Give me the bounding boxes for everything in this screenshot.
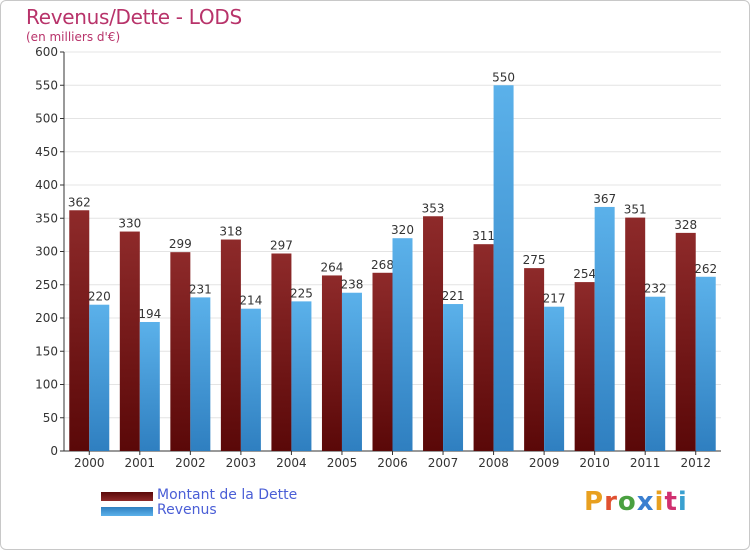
- data-label: 297: [270, 238, 293, 252]
- legend-label-revenue: Revenus: [157, 502, 217, 518]
- x-tick-label: 2010: [579, 456, 610, 470]
- y-tick-label: 250: [35, 278, 58, 292]
- data-label: 225: [290, 286, 313, 300]
- data-label: 254: [573, 267, 596, 281]
- data-label: 217: [543, 292, 566, 306]
- bar-revenue: [443, 304, 464, 451]
- data-label: 231: [189, 282, 212, 296]
- legend-swatch-revenue: [101, 507, 153, 516]
- chart-subtitle: (en milliers d'€): [26, 30, 121, 44]
- bar-debt: [675, 232, 696, 451]
- legend-label-debt: Montant de la Dette: [157, 487, 298, 503]
- x-tick-label: 2011: [630, 456, 661, 470]
- data-label: 275: [523, 253, 546, 267]
- data-label: 262: [694, 262, 717, 276]
- bar-revenue: [594, 206, 615, 451]
- bar-revenue: [139, 321, 160, 451]
- y-tick-label: 350: [35, 211, 58, 225]
- legend-swatch-debt: [101, 492, 153, 501]
- data-label: 264: [321, 260, 344, 274]
- bar-debt: [119, 231, 140, 451]
- bar-revenue: [341, 292, 362, 451]
- bar-debt: [372, 272, 393, 451]
- y-tick-label: 100: [35, 378, 58, 392]
- x-tick-label: 2000: [74, 456, 105, 470]
- y-tick-label: 0: [50, 444, 58, 458]
- bar-revenue: [695, 276, 716, 451]
- x-tick-label: 2002: [175, 456, 206, 470]
- y-tick-label: 450: [35, 145, 58, 159]
- data-label: 351: [624, 203, 647, 217]
- data-label: 268: [371, 258, 394, 272]
- y-tick-label: 400: [35, 178, 58, 192]
- x-tick-label: 2007: [428, 456, 459, 470]
- x-tick-label: 2006: [377, 456, 408, 470]
- proxiti-logo: Proxiti: [584, 487, 688, 517]
- data-label: 220: [88, 290, 111, 304]
- data-label: 311: [472, 229, 495, 243]
- data-label: 214: [239, 294, 262, 308]
- data-label: 328: [674, 218, 697, 232]
- bar-debt: [524, 268, 545, 451]
- y-tick-label: 150: [35, 344, 58, 358]
- data-label: 232: [644, 282, 667, 296]
- bar-revenue: [89, 304, 110, 451]
- y-tick-label: 300: [35, 245, 58, 259]
- y-tick-label: 50: [43, 411, 58, 425]
- bar-revenue: [493, 85, 514, 451]
- x-tick-label: 2012: [680, 456, 711, 470]
- y-tick-label: 600: [35, 45, 58, 59]
- data-label: 320: [391, 223, 414, 237]
- x-tick-label: 2004: [276, 456, 307, 470]
- bar-debt: [473, 244, 494, 451]
- data-label: 362: [68, 195, 91, 209]
- x-tick-label: 2003: [226, 456, 257, 470]
- bar-revenue: [291, 301, 312, 451]
- data-label: 238: [341, 278, 364, 292]
- bar-debt: [220, 239, 241, 451]
- data-label: 194: [138, 307, 161, 321]
- data-label: 299: [169, 237, 192, 251]
- bar-debt: [69, 210, 90, 451]
- bar-revenue: [544, 306, 565, 451]
- bar-debt: [574, 282, 595, 451]
- y-tick-label: 550: [35, 78, 58, 92]
- bar-revenue: [240, 308, 261, 451]
- bar-debt: [423, 216, 444, 451]
- bar-revenue: [190, 297, 211, 451]
- data-label: 550: [492, 70, 515, 84]
- bar-debt: [625, 217, 646, 451]
- x-tick-label: 2005: [327, 456, 358, 470]
- bar-revenue: [645, 296, 666, 451]
- data-label: 221: [442, 289, 465, 303]
- data-label: 318: [219, 225, 242, 239]
- bar-revenue: [392, 238, 413, 451]
- y-tick-label: 500: [35, 112, 58, 126]
- x-tick-label: 2008: [478, 456, 509, 470]
- chart-title: Revenus/Dette - LODS: [26, 5, 242, 29]
- data-label: 367: [593, 192, 616, 206]
- x-tick-label: 2009: [529, 456, 560, 470]
- data-label: 353: [422, 201, 445, 215]
- bar-debt: [321, 275, 342, 451]
- bar-debt: [170, 252, 191, 451]
- y-tick-label: 200: [35, 311, 58, 325]
- x-tick-label: 2001: [125, 456, 156, 470]
- bar-debt: [271, 253, 292, 451]
- data-label: 330: [118, 217, 141, 231]
